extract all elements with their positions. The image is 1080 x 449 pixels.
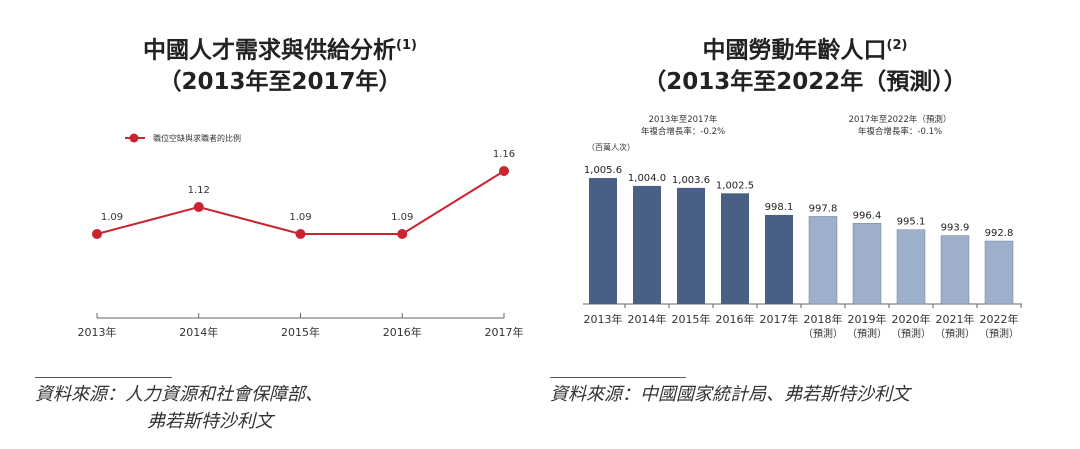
x-tick-label: 2016年 [716, 312, 755, 326]
right-source-rule [550, 377, 686, 378]
right-title-note: (2) [886, 38, 908, 53]
x-tick-label: 2013年 [78, 325, 117, 339]
bar [721, 193, 749, 304]
x-tick-note: （預測） [979, 327, 1019, 340]
right-source-line1: 資料來源：中國國家統計局、弗若斯特沙利文 [550, 384, 910, 405]
left-source-line1: 資料來源：人力資源和社會保障部、 [35, 384, 323, 405]
x-tick-label: 2017年 [485, 325, 524, 339]
x-tick-label: 2019年 [848, 312, 887, 326]
bar-value-label: 998.1 [765, 202, 794, 213]
bar [677, 187, 705, 304]
left-title-note: (1) [396, 38, 417, 53]
bar-value-label: 996.4 [853, 210, 882, 221]
bar-value-label: 997.8 [809, 203, 838, 214]
x-tick-label: 2015年 [672, 312, 711, 326]
data-label: 1.16 [493, 149, 515, 160]
left-chart-title: 中國人才需求與供給分析(1) （2013年至2017年） [80, 30, 480, 98]
data-point [193, 202, 204, 212]
series-line [96, 170, 505, 235]
right-chart-title: 中國勞動年齡人口(2) （2013年至2022年（預測）） [575, 30, 1035, 98]
x-tick-label: 2022年 [980, 312, 1019, 326]
data-point [295, 229, 306, 239]
x-tick-label: 2013年 [584, 312, 623, 326]
legend-label: 職位空缺與求職者的比例 [153, 133, 241, 143]
y-unit-label: （百萬人次） [587, 142, 635, 152]
bar-value-label: 1,004.0 [628, 173, 666, 184]
x-tick-note: （預測） [803, 327, 843, 340]
bar [589, 178, 617, 304]
bar-value-label: 992.8 [985, 228, 1014, 239]
bar [808, 216, 838, 305]
annotation-period: 2013年至2017年 [649, 114, 718, 125]
right-title-text: 中國勞動年齡人口 [702, 37, 887, 64]
bar [765, 214, 793, 304]
left-source-line2: 弗若斯特沙利文 [147, 411, 273, 432]
bar [940, 235, 970, 305]
annotation-period: 2017年至2022年（預測） [849, 114, 952, 125]
data-label: 1.09 [391, 212, 413, 223]
bar [896, 229, 926, 305]
x-tick-label: 2018年 [804, 312, 843, 326]
bar [984, 240, 1014, 305]
data-label: 1.09 [289, 212, 311, 223]
x-tick-note: （預測） [891, 327, 931, 340]
x-tick-label: 2014年 [628, 312, 667, 326]
right-subtitle: （2013年至2022年（預測）） [643, 68, 967, 95]
data-label: 1.12 [188, 185, 210, 196]
bar-value-label: 1,005.6 [584, 165, 622, 176]
annotation-cagr: 年複合增長率：-0.1% [858, 126, 942, 137]
data-point [397, 229, 408, 239]
bar-value-label: 1,003.6 [672, 175, 710, 186]
left-source-rule [35, 377, 172, 378]
bar-value-label: 993.9 [941, 223, 970, 234]
x-tick-label: 2020年 [892, 312, 931, 326]
data-point [499, 166, 509, 176]
x-tick-label: 2016年 [383, 325, 422, 339]
x-tick-note: （預測） [935, 327, 975, 340]
bar [852, 223, 882, 305]
data-point [92, 229, 102, 239]
x-tick-label: 2014年 [179, 325, 218, 339]
annotation-cagr: 年複合增長率：-0.2% [641, 126, 725, 137]
x-tick-label: 2021年 [936, 312, 975, 326]
bar-value-label: 995.1 [897, 217, 926, 228]
x-tick-label: 2015年 [281, 325, 320, 339]
bar-value-label: 1,002.5 [716, 180, 754, 191]
x-tick-note: （預測） [847, 327, 887, 340]
bar [633, 185, 661, 304]
left-title-text: 中國人才需求與供給分析 [143, 37, 397, 64]
x-tick-label: 2017年 [760, 312, 799, 326]
legend-marker [129, 133, 139, 143]
left-subtitle: （2013年至2017年） [158, 68, 402, 95]
right-source: 資料來源：中國國家統計局、弗若斯特沙利文 [550, 381, 910, 408]
left-source: 資料來源：人力資源和社會保障部、 弗若斯特沙利文 [35, 381, 323, 435]
data-label: 1.09 [101, 212, 123, 223]
